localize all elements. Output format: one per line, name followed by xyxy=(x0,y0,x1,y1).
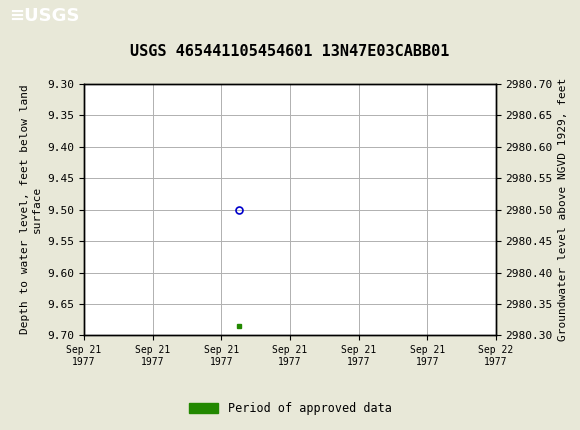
Legend: Period of approved data: Period of approved data xyxy=(184,397,396,420)
Y-axis label: Depth to water level, feet below land
surface: Depth to water level, feet below land su… xyxy=(20,85,42,335)
Y-axis label: Groundwater level above NGVD 1929, feet: Groundwater level above NGVD 1929, feet xyxy=(559,78,568,341)
Text: ≡USGS: ≡USGS xyxy=(9,7,79,25)
Text: USGS 465441105454601 13N47E03CABB01: USGS 465441105454601 13N47E03CABB01 xyxy=(130,44,450,59)
